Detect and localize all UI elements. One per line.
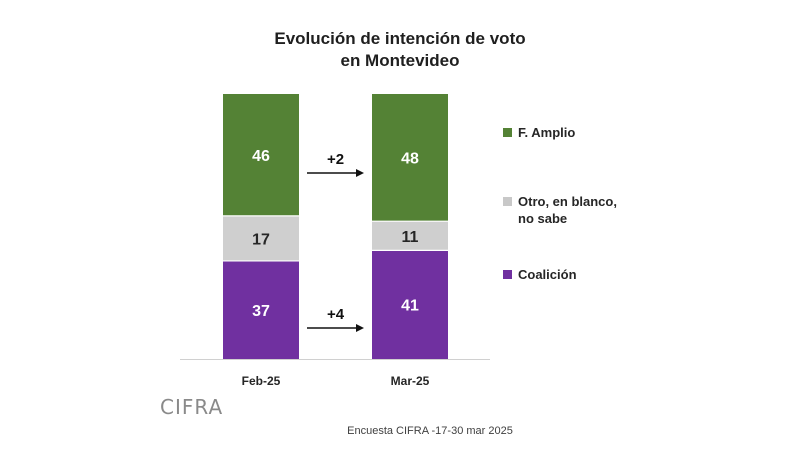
legend-label-otro-line2: no sabe <box>518 211 568 226</box>
bar-coalici-n-feb-25 <box>223 260 299 359</box>
legend-swatch-otro <box>503 197 512 206</box>
bar-otro-en-blanco-no-sabe-mar-25 <box>372 221 448 251</box>
data-label-coalici-n-mar-25: 41 <box>401 298 419 315</box>
data-label-coalici-n-feb-25: 37 <box>252 303 270 320</box>
data-label-otro-en-blanco-no-sabe-mar-25: 11 <box>402 229 419 246</box>
data-label-otro-en-blanco-no-sabe-feb-25: 17 <box>252 231 270 248</box>
legend-item-f-amplio: F. Amplio <box>503 124 648 141</box>
cifra-logo: CIFRA <box>160 395 224 419</box>
bar-coalici-n-mar-25 <box>372 250 448 359</box>
chart-title-line1: Evolución de intención de voto <box>274 29 526 48</box>
legend-label-f-amplio: F. Amplio <box>518 125 576 140</box>
data-label-f-amplio-mar-25: 48 <box>401 151 419 168</box>
legend-item-coalicion: Coalición <box>503 266 648 283</box>
bar-otro-en-blanco-no-sabe-feb-25 <box>223 215 299 261</box>
bar-f-amplio-mar-25 <box>372 94 448 222</box>
legend-label-coalicion: Coalición <box>518 267 577 282</box>
legend-swatch-coalicion <box>503 270 512 279</box>
change-label-coalici-n: +4 <box>327 306 345 323</box>
chart-title-line2: en Montevideo <box>340 51 460 70</box>
change-label-f-amplio: +2 <box>327 151 344 168</box>
bar-f-amplio-feb-25 <box>223 94 299 216</box>
data-label-f-amplio-feb-25: 46 <box>252 148 270 165</box>
legend-swatch-f-amplio <box>503 128 512 137</box>
source-note: Encuesta CIFRA -17-30 mar 2025 <box>347 425 513 437</box>
x-tick-label-feb-25: Feb-25 <box>242 374 281 388</box>
change-arrow-head-coalici-n <box>356 324 364 332</box>
change-arrow-head-f-amplio <box>356 169 364 177</box>
legend-label-otro-line1: Otro, en blanco, <box>518 194 617 209</box>
x-tick-label-mar-25: Mar-25 <box>391 374 430 388</box>
legend-item-otro: Otro, en blanco, no sabe <box>503 193 648 227</box>
